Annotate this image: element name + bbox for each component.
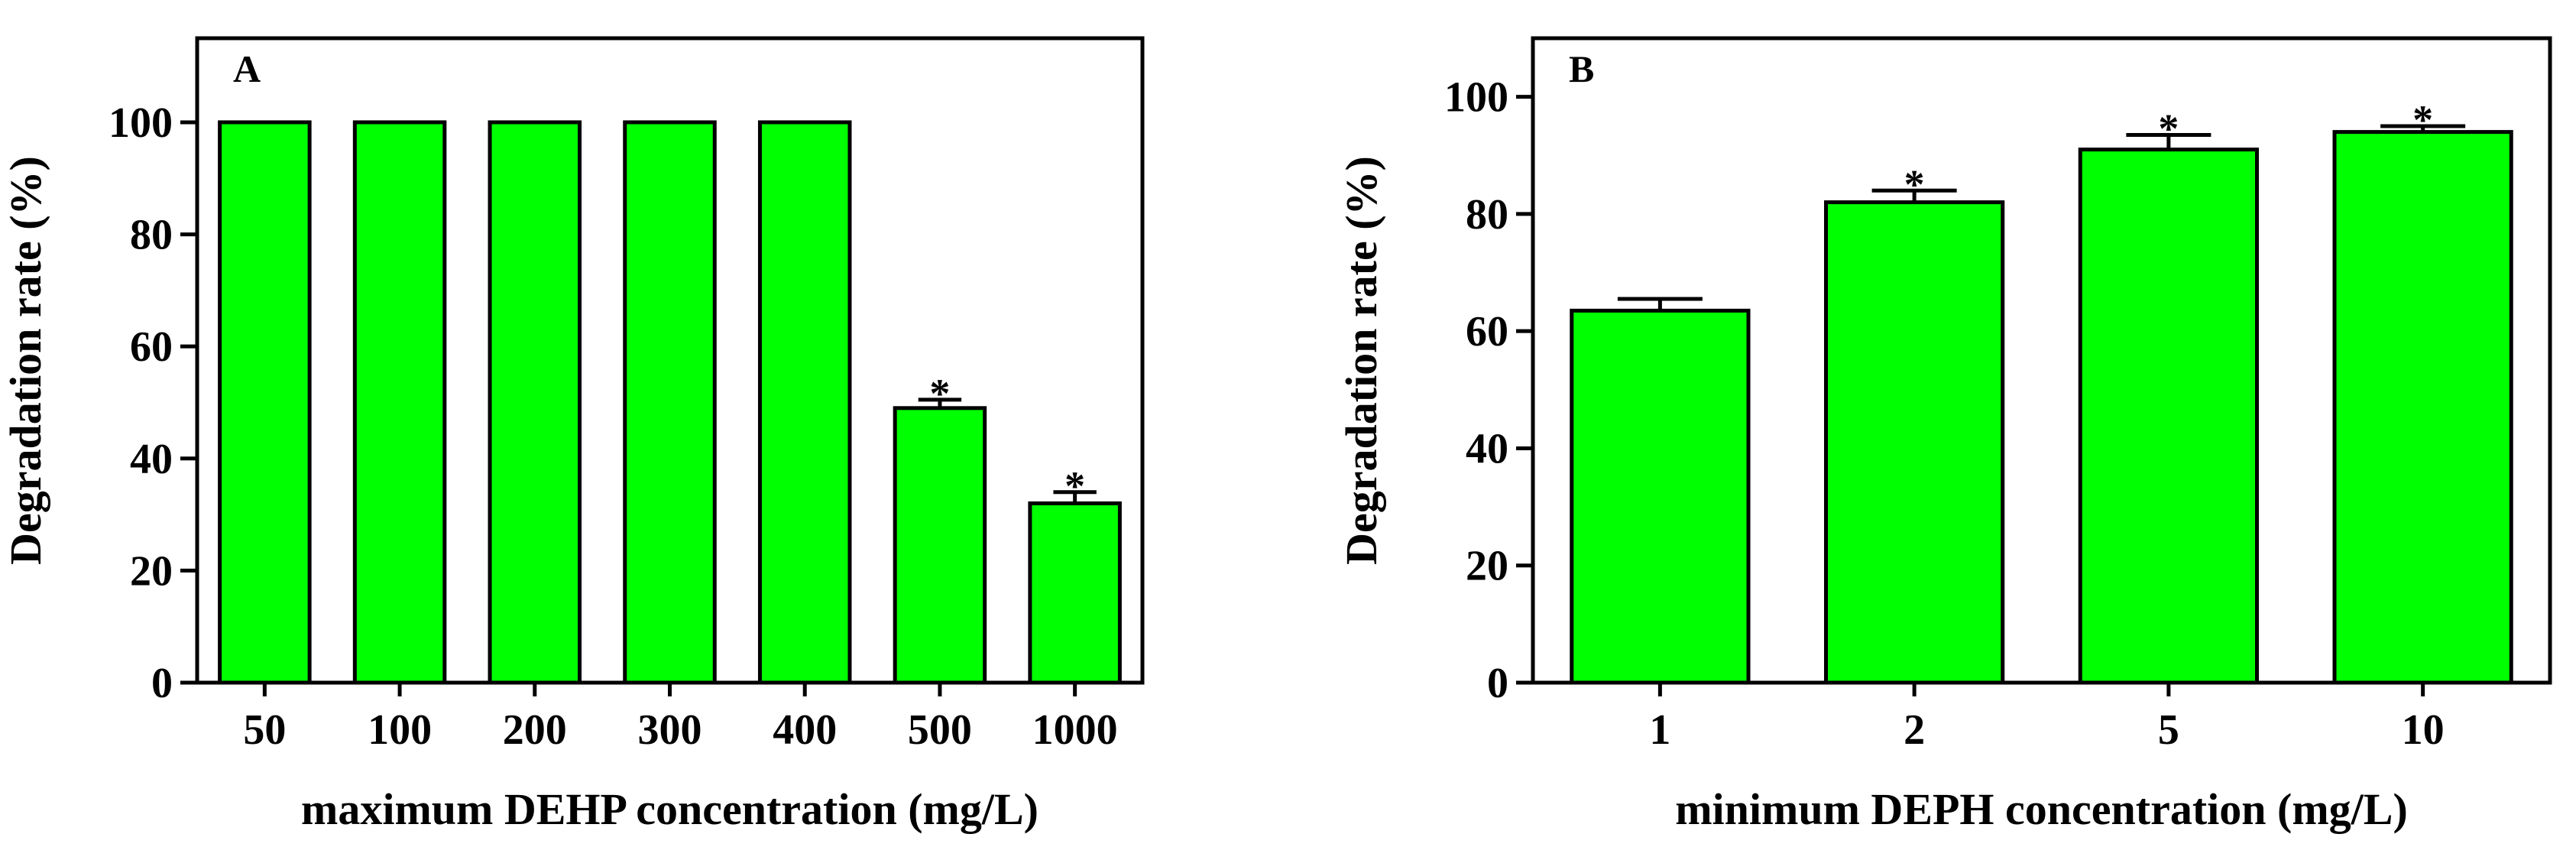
panel-a: A Degradation rate (%) maximum DEHP conc… [1,36,1145,834]
panel-a-bar-300 [623,120,717,685]
panel-b-significance-10: * [2412,97,2433,143]
panel-a-y-tick-label: 0 [151,660,173,707]
panel-b-significance-2: * [1904,161,1925,207]
panel-b-x-tick-label-2: 2 [1904,706,1925,754]
panel-a-x-axis-label: maximum DEHP concentration (mg/L) [301,784,1039,834]
panel-b-bar-1 [1570,308,1751,685]
panel-b-bar-2 [1823,200,2005,685]
panel-a-significance-1000: * [1064,463,1085,509]
panel-b-significance-5: * [2158,105,2179,151]
panel-a-bar-1000 [1028,501,1122,685]
panel-a-significance-500: * [929,371,950,417]
panel-a-y-tick-label: 40 [130,436,173,483]
panel-b-bar-5 [2078,148,2260,685]
panel-a-label: A [233,47,261,90]
panel-a-y-tick-label: 80 [130,212,173,259]
panel-b-y-tick-label: 0 [1487,660,1508,707]
panel-a-bar-200 [488,120,582,685]
panel-b-y-tick-label: 80 [1466,191,1508,239]
panel-a-y-tick-label: 100 [109,99,173,147]
panel-b-y-tick-label: 40 [1466,425,1508,472]
panel-a-y-tick-label: 60 [130,323,173,371]
panel-a-x-tick-label-400: 400 [773,706,837,754]
panel-b-y-tick-label: 100 [1444,74,1508,122]
panel-a-y-tick-label: 20 [130,547,173,595]
panel-a-x-tick-label-100: 100 [368,706,432,754]
panel-b-y-tick-label: 60 [1466,308,1508,355]
panel-a-bar-500 [893,406,987,685]
panel-b-bar-10 [2332,130,2513,685]
panel-a-x-tick-label-500: 500 [908,706,972,754]
panel-b-y-tick-label: 20 [1466,543,1508,590]
panel-b-label: B [1569,47,1594,90]
panel-b: B Degradation rate (%) minimum DEPH conc… [1337,36,2552,834]
panel-a-x-tick-label-50: 50 [243,706,286,754]
panel-b-plot-frame [1531,36,2552,685]
panel-b-x-tick-label-1: 1 [1649,706,1670,754]
panel-b-x-tick-label-5: 5 [2158,706,2179,754]
panel-a-y-axis-label: Degradation rate (%) [1,156,50,565]
panel-b-x-tick-label-10: 10 [2402,706,2445,754]
panel-a-x-tick-label-200: 200 [503,706,567,754]
panel-a-bar-400 [757,120,852,685]
panel-a-bar-50 [218,120,312,685]
panel-b-x-axis-label: minimum DEPH concentration (mg/L) [1675,784,2408,834]
panel-a-x-tick-label-300: 300 [638,706,702,754]
panel-b-y-axis-label: Degradation rate (%) [1337,156,1386,565]
panel-a-x-tick-label-1000: 1000 [1032,706,1118,754]
panel-a-bar-100 [352,120,447,685]
